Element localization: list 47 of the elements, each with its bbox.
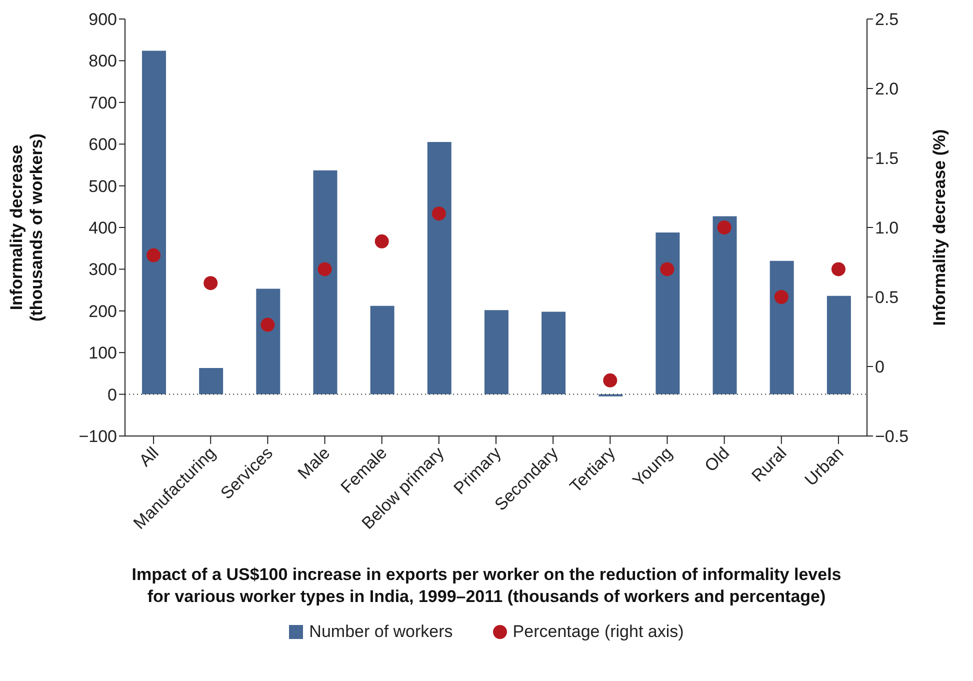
bar <box>142 50 166 394</box>
bar <box>484 310 508 394</box>
y-tick-label: 300 <box>88 260 117 280</box>
point <box>260 318 275 332</box>
text: Impact of a US$100 increase in exports per worker on the reduction of informality levels for various worker types in India, 1999–2011 (thousands of workers and percentage) <box>130 564 842 608</box>
y-axis-title: Informality decrease (thousands of workers) <box>7 134 46 322</box>
y-tick-label: 400 <box>88 218 117 238</box>
bar <box>370 306 394 394</box>
point <box>204 276 218 290</box>
y2-tick-label: 0.5 <box>875 288 899 308</box>
y-tick-label: 0 <box>108 385 117 404</box>
y-tick-label: 800 <box>88 52 117 71</box>
y-tick-label: 500 <box>88 176 117 196</box>
y-tick-label: 700 <box>88 93 117 112</box>
point <box>603 373 618 388</box>
y2-axis-title: Informality decrease (%) <box>930 129 949 326</box>
y-tick-label: 600 <box>88 135 117 154</box>
y2-tick-label: −0.5 <box>875 427 909 446</box>
legend-label: Percentage (right axis) <box>512 622 684 642</box>
point <box>432 206 446 221</box>
bar <box>427 142 452 394</box>
y2-tick-label: 1.5 <box>875 149 899 168</box>
y2-tick-label: 2.0 <box>875 80 899 99</box>
bar <box>712 216 737 394</box>
point <box>831 262 846 276</box>
y-tick-label: −100 <box>78 427 117 446</box>
bar <box>313 170 338 394</box>
bar <box>770 260 794 394</box>
y2-tick-label: 0 <box>875 358 884 377</box>
y-tick-label: 200 <box>88 302 117 321</box>
point <box>146 248 161 262</box>
point <box>660 262 674 276</box>
y-tick-label: 900 <box>88 10 117 30</box>
bar <box>199 368 224 394</box>
y-tick-label: 100 <box>88 344 117 363</box>
y2-tick-label: 1.0 <box>875 218 899 238</box>
bar <box>542 312 566 394</box>
x-tick-label: Old <box>700 443 734 476</box>
bar <box>826 296 851 394</box>
point <box>774 290 788 304</box>
bar <box>656 232 680 394</box>
bar <box>256 288 280 394</box>
point <box>717 220 732 234</box>
y2-tick-label: 2.5 <box>875 10 899 30</box>
point <box>374 234 389 248</box>
point <box>318 262 332 276</box>
legend-label: Number of workers <box>308 622 453 642</box>
